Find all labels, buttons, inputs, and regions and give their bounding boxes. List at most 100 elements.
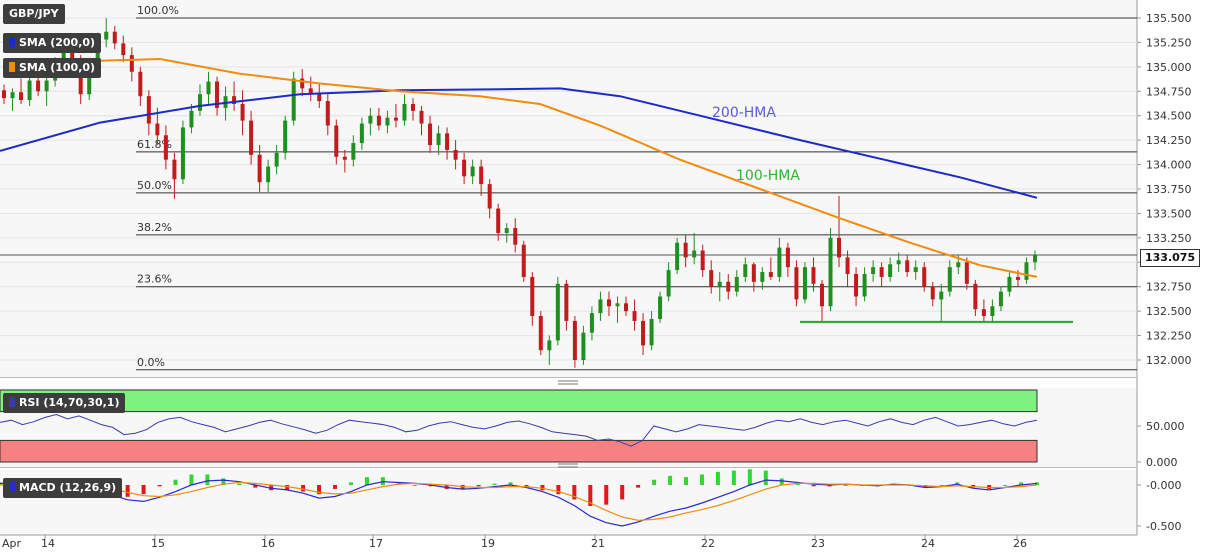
macd-histogram-bar (604, 485, 609, 505)
candle-body (751, 264, 756, 282)
macd-histogram-bar (253, 485, 258, 488)
macd-histogram-bar (556, 485, 561, 495)
macd-histogram-bar (939, 485, 944, 486)
candle-body (428, 123, 433, 146)
macd-histogram-bar (317, 485, 322, 495)
hma200-annotation: 200-HMA (712, 105, 776, 121)
candle-body (794, 267, 799, 300)
candle-body (308, 88, 313, 95)
candle-body (334, 125, 339, 157)
candle-body (104, 31, 109, 40)
candle-body (402, 103, 407, 121)
candle-body (930, 286, 935, 300)
macd-histogram-bar (1019, 482, 1024, 485)
fib-level-label: 61.8% (137, 138, 172, 151)
macd-histogram-bar (380, 477, 385, 485)
macd-histogram-bar (684, 477, 689, 485)
macd-signal-line (0, 481, 1038, 521)
macd-histogram-bar (668, 475, 673, 485)
macd-histogram-bar (157, 485, 162, 487)
macd-histogram-bar (572, 485, 577, 500)
candle-body (675, 242, 680, 271)
candle-body (530, 276, 535, 317)
candle-body (95, 39, 100, 71)
rsi-label[interactable]: RSI (14,70,30,1) (3, 393, 126, 413)
candle-body (692, 250, 697, 258)
candle-body (726, 281, 731, 292)
macd-histogram-bar (476, 485, 481, 487)
candle-body (410, 103, 415, 111)
candle-body (257, 154, 262, 183)
macd-histogram-bar (508, 482, 513, 485)
pane-resize-handle[interactable] (558, 380, 578, 385)
macd-histogram-bar (715, 471, 720, 485)
macd-histogram-bar (1003, 485, 1008, 486)
y-tick-label: 132.750 (1146, 281, 1192, 294)
candle-body (598, 299, 603, 314)
x-tick-label: 22 (701, 537, 715, 550)
x-tick-label: 21 (591, 537, 605, 550)
candle-body (683, 242, 688, 258)
x-tick-label: 17 (369, 537, 383, 550)
sma100-label-text: SMA (100,0) (19, 61, 96, 74)
candle-body (581, 332, 586, 360)
macd-histogram-bar (189, 474, 194, 485)
candle-body (138, 71, 143, 97)
candle-body (274, 152, 279, 167)
macd-histogram-bar (412, 485, 417, 486)
candle-body (879, 267, 884, 277)
candle-body (496, 208, 501, 233)
y-tick-label: 134.250 (1146, 134, 1192, 147)
candle-body (854, 274, 859, 297)
y-tick-label: 135.500 (1146, 12, 1192, 25)
macd-histogram-bar (269, 485, 274, 491)
sma100-label[interactable]: SMA (100,0) (3, 58, 102, 78)
candle-body (777, 247, 782, 277)
macd-histogram-bar (620, 485, 625, 500)
y-tick-label: 135.000 (1146, 61, 1192, 74)
sma200-label[interactable]: SMA (200,0) (3, 33, 102, 53)
macd-histogram-bar (205, 474, 210, 485)
hma100-annotation: 100-HMA (736, 168, 800, 184)
candle-body (453, 149, 458, 160)
x-tick-label: 23 (811, 537, 825, 550)
candle-body (351, 143, 356, 160)
macd-histogram-bar (221, 478, 226, 485)
macd-histogram-bar (540, 485, 545, 491)
macd-label[interactable]: MACD (12,26,9) (3, 478, 123, 498)
candle-body (342, 156, 347, 160)
candle-body (624, 303, 629, 312)
fib-level-label: 50.0% (137, 179, 172, 192)
sma100-swatch (9, 62, 15, 72)
instrument-label[interactable]: GBP/JPY (3, 4, 65, 24)
candle-body (1033, 254, 1037, 263)
fib-level-label: 23.6% (137, 273, 172, 286)
macd-histogram-bar (285, 485, 290, 491)
candle-body (956, 262, 961, 268)
sma100-line (89, 57, 1038, 278)
candle-body (19, 92, 24, 101)
candle-body (291, 78, 296, 121)
macd-histogram-bar (795, 483, 800, 485)
candle-body (504, 228, 509, 233)
pane-resize-handle[interactable] (558, 463, 578, 468)
candle-body (44, 80, 49, 92)
candle-body (189, 110, 194, 128)
candle-body (990, 306, 995, 317)
candle-body (913, 267, 918, 273)
macd-histogram-bar (588, 485, 593, 506)
candle-body (513, 228, 518, 245)
macd-histogram-bar (141, 485, 146, 495)
candle-body (837, 237, 842, 258)
candle-body (266, 166, 271, 183)
candle-body (922, 267, 927, 287)
y-tick-label: 50.000 (1146, 420, 1185, 433)
macd-histogram-bar (333, 485, 338, 489)
sma200-line (0, 87, 1038, 199)
candle-body (734, 276, 739, 292)
y-tick-label: 134.000 (1146, 159, 1192, 172)
candle-body (658, 296, 663, 319)
candle-body (1015, 276, 1020, 280)
candle-body (317, 94, 322, 102)
candle-body (61, 47, 66, 65)
